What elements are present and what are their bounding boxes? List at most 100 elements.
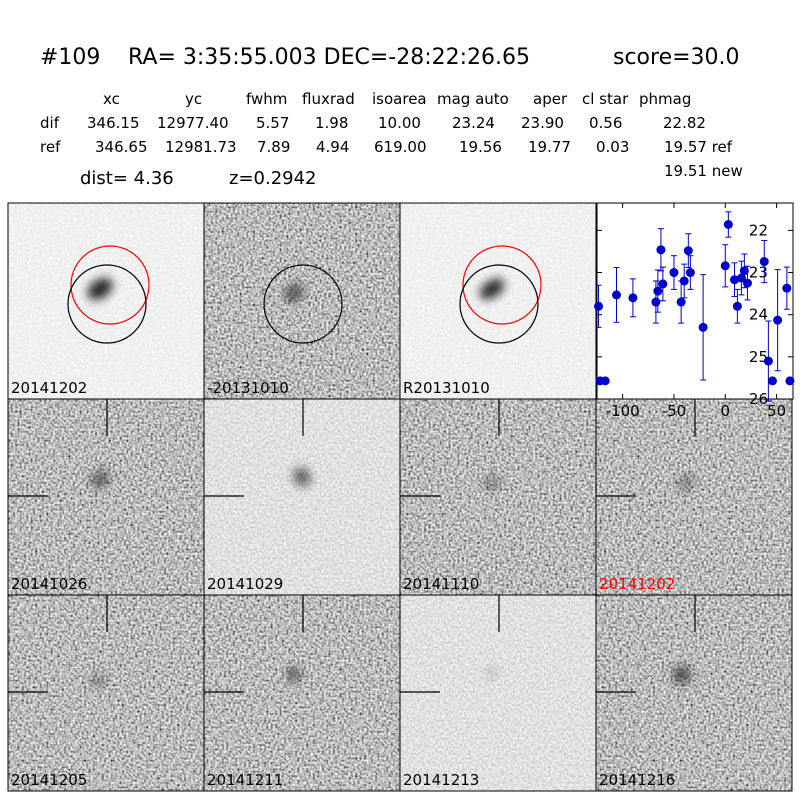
stamp-image	[8, 203, 204, 399]
stamp-image	[400, 203, 596, 399]
data-point	[767, 376, 777, 386]
column-header: isoarea	[372, 90, 427, 108]
x-tick-label: 50	[767, 402, 786, 420]
data-point	[785, 376, 795, 386]
table-cell: 0.03	[596, 138, 629, 156]
stamp-label: 20141211	[207, 771, 283, 789]
candidate-id: #109	[40, 45, 100, 70]
x-tick-label: -50	[662, 402, 687, 420]
data-point	[676, 297, 686, 307]
table-cell: 19.57 ref	[664, 138, 733, 156]
y-tick-label: 25	[749, 348, 768, 366]
source-blob	[484, 475, 500, 491]
x-tick-label: 0	[720, 402, 730, 420]
data-point	[698, 322, 708, 332]
column-header: mag auto	[437, 90, 509, 108]
dist: dist= 4.36	[80, 168, 174, 189]
stamp-image	[204, 399, 400, 595]
stamp-label: 20141213	[403, 771, 479, 789]
table-cell: 7.89	[257, 138, 290, 156]
table-cell: ref	[40, 138, 61, 156]
phmag-new: 19.51 new	[664, 162, 743, 180]
y-tick-label: 26	[749, 390, 768, 408]
source-blob	[91, 674, 105, 688]
column-header: xc	[103, 90, 120, 108]
data-point	[628, 293, 638, 303]
data-point	[600, 376, 610, 386]
stamp-image	[8, 399, 204, 595]
table-cell: 23.24	[452, 114, 495, 132]
data-point	[730, 275, 740, 285]
data-point	[653, 286, 663, 296]
y-tick-label: 23	[749, 264, 768, 282]
stamp-image	[204, 203, 400, 399]
coordinates: RA= 3:35:55.003 DEC=-28:22:26.65	[128, 45, 530, 70]
data-point	[611, 290, 621, 300]
column-header: phmag	[639, 90, 691, 108]
table-cell: 22.82	[663, 114, 706, 132]
stamp-border	[595, 594, 793, 792]
stamp-label: 20141202	[11, 379, 87, 397]
aperture-circle	[70, 245, 150, 325]
data-point	[594, 301, 604, 311]
source-blob	[673, 666, 691, 684]
score: score=30.0	[613, 45, 740, 70]
source-blob	[287, 668, 301, 682]
table-cell: 12981.73	[165, 138, 237, 156]
table-cell: 19.56	[459, 138, 502, 156]
aperture-circle	[263, 264, 343, 344]
data-point	[720, 261, 730, 271]
data-point	[685, 268, 695, 278]
table-cell: 12977.40	[157, 114, 229, 132]
x-tick-label: -100	[606, 402, 640, 420]
table-cell: 346.15	[87, 114, 140, 132]
source-blob	[293, 467, 311, 487]
stamp-label: -20131010	[207, 379, 289, 397]
stamp-label: 20141026	[11, 575, 87, 593]
stamp-label: R20131010	[403, 379, 490, 397]
data-point	[656, 245, 666, 255]
y-tick-label: 24	[749, 306, 768, 324]
source-blob	[284, 284, 304, 302]
aperture-circle	[67, 264, 147, 344]
redshift: z=0.2942	[229, 168, 317, 189]
column-header: aper	[533, 90, 568, 108]
data-point	[782, 283, 792, 293]
data-point	[651, 297, 661, 307]
source-blob	[90, 470, 110, 488]
data-point	[763, 356, 773, 366]
source-blob	[479, 278, 505, 300]
stamp-label: 20141202	[599, 575, 675, 593]
data-point	[759, 257, 769, 267]
data-point	[683, 246, 693, 256]
column-header: fluxrad	[302, 90, 355, 108]
data-point	[723, 219, 733, 229]
table-cell: 619.00	[374, 138, 427, 156]
plot-area	[596, 202, 794, 400]
data-point	[773, 315, 783, 325]
stamp-label: 20141029	[207, 575, 283, 593]
stamp-image	[204, 595, 400, 791]
aperture-circle	[462, 245, 542, 325]
table-cell: 346.65	[95, 138, 148, 156]
stamp-label: 20141110	[403, 575, 479, 593]
column-header: fwhm	[246, 90, 287, 108]
table-cell: 0.56	[589, 114, 622, 132]
data-point	[679, 276, 689, 286]
table-cell: 4.94	[316, 138, 349, 156]
stamp-image	[400, 399, 596, 595]
data-point	[739, 266, 749, 276]
data-point	[658, 279, 668, 289]
aperture-circle	[459, 264, 539, 344]
stamp-image	[596, 595, 792, 791]
stamp-image	[596, 399, 792, 595]
data-point	[732, 301, 742, 311]
data-point	[669, 268, 679, 278]
source-blob	[486, 667, 498, 679]
stamp-label: 20141216	[599, 771, 675, 789]
column-header: yc	[185, 90, 202, 108]
table-cell: 19.77	[528, 138, 571, 156]
table-cell: dif	[40, 114, 60, 132]
